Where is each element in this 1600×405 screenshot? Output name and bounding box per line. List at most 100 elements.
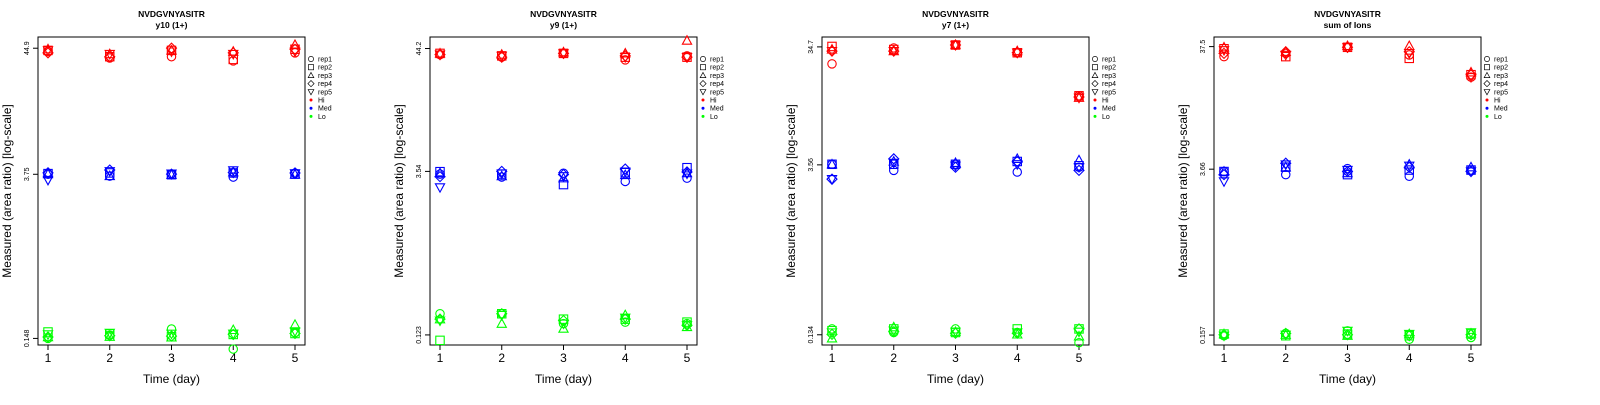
data-point-med-rep5 [557,172,570,183]
chart-title: NVDGVNYASITR [1314,9,1381,19]
data-point-med-rep5 [496,169,508,180]
x-tick-label: 5 [292,351,299,365]
legend-item: rep2 [308,64,332,72]
data-point-lo-rep2 [290,328,300,339]
data-point-med-rep3 [826,158,838,169]
legend-label: rep5 [710,89,724,96]
legend-label: rep5 [1494,89,1508,96]
data-point-hi-rep5 [1465,72,1477,84]
legend-dot-hi [309,98,313,102]
data-point-lo-rep5 [1011,328,1023,339]
data-point-med-rep5 [1465,167,1477,178]
legend-label: rep1 [710,57,724,64]
data-point-hi-rep2 [827,41,837,52]
chart-subtitle: y7 (1+) [942,20,969,30]
data-point-lo-rep5 [165,329,178,340]
x-tick-label: 4 [230,351,237,365]
y-axis-label: Measured (area ratio) [log-scale] [392,104,406,277]
data-point-hi-rep5 [557,49,570,60]
legend-label: rep1 [318,57,332,64]
x-axis-label: Time (day) [143,372,200,386]
legend-item: rep1 [1484,56,1508,64]
data-point-lo-rep5 [496,310,508,322]
x-tick-label: 1 [45,351,52,365]
legend-item: rep4 [1483,80,1508,88]
legend-dot-hi [1093,98,1097,102]
data-point-lo-rep5 [557,319,570,330]
plot-frame [429,36,698,346]
data-point-med-rep3 [434,167,446,178]
x-tick-label: 1 [829,351,836,365]
x-tick-label: 4 [622,351,629,365]
legend-dot-lo [1093,114,1097,118]
legend-label: rep1 [1494,57,1508,64]
legend-marker-rep4 [699,80,707,88]
chart-subtitle: y10 (1+) [156,20,188,30]
data-point-lo-rep4 [289,327,301,340]
plot-frame [821,36,1090,346]
data-point-lo-rep3 [227,323,239,335]
data-point-lo-rep4 [42,331,54,343]
legend-label: rep4 [318,81,332,88]
legend-label: Med [1102,106,1116,113]
data-point-lo-rep5 [619,313,631,324]
x-tick-label: 5 [684,351,691,365]
x-tick-label: 3 [1344,351,1351,365]
data-point-med-rep5 [104,167,116,178]
legend-dot-med [701,106,705,110]
data-point-lo-rep1 [435,309,445,319]
y-tick-label: 0.157 [1200,326,1207,344]
data-point-lo-rep4 [1403,329,1416,342]
data-point-lo-rep4 [1341,328,1354,341]
legend-marker-rep3 [1091,71,1099,78]
legend-item: Lo [1093,114,1110,121]
y-tick-label: 3.54 [416,164,423,178]
x-tick-label: 3 [952,351,959,365]
data-point-lo-rep1 [1074,337,1084,348]
legend-item: Hi [1093,98,1109,105]
legend-dot-lo [1485,114,1489,118]
legend-label: Hi [1102,98,1109,105]
data-point-lo-rep5 [227,329,239,340]
legend-marker-rep4 [307,80,315,88]
data-point-lo-rep3 [434,313,446,324]
x-axis-label: Time (day) [535,372,592,386]
data-point-lo-rep4 [826,328,838,341]
legend-marker-rep1 [1092,56,1098,62]
data-point-lo-rep5 [1465,328,1477,339]
legend-label: rep2 [710,65,724,72]
data-point-lo-rep4 [1465,328,1477,341]
data-point-lo-rep5 [289,327,301,338]
data-point-lo-rep5 [1341,326,1354,337]
legend-marker-rep2 [700,64,706,71]
legend-label: rep3 [1102,73,1116,80]
legend-item: rep5 [1091,89,1116,96]
data-point-med-rep5 [619,167,631,178]
legend-label: rep3 [710,73,724,80]
legend-item: rep3 [1091,71,1116,80]
legend-marker-rep5 [1091,89,1099,96]
y-tick-label: 3.66 [1200,162,1207,176]
legend-label: Med [318,106,332,113]
data-point-lo-rep5 [826,328,838,339]
legend-label: Hi [710,98,717,105]
legend-label: Hi [1494,98,1501,105]
data-point-med-rep3 [1073,154,1085,165]
data-point-med-rep4 [434,170,446,183]
data-point-med-rep5 [289,169,301,180]
legend-marker-rep1 [308,56,314,62]
data-point-hi-rep4 [165,42,178,54]
data-point-med-rep3 [1218,165,1230,176]
legend-item: Hi [701,98,717,105]
data-point-hi-rep5 [1011,48,1023,59]
y-tick-label: 34.7 [808,40,815,54]
data-point-med-rep4 [1011,155,1024,168]
data-point-med-rep4 [1073,164,1085,177]
legend-label: rep4 [1494,81,1508,88]
data-point-med-rep2 [682,162,692,173]
legend-marker-rep4 [1483,80,1491,88]
legend-marker-rep5 [699,89,707,96]
x-tick-label: 1 [1221,351,1228,365]
